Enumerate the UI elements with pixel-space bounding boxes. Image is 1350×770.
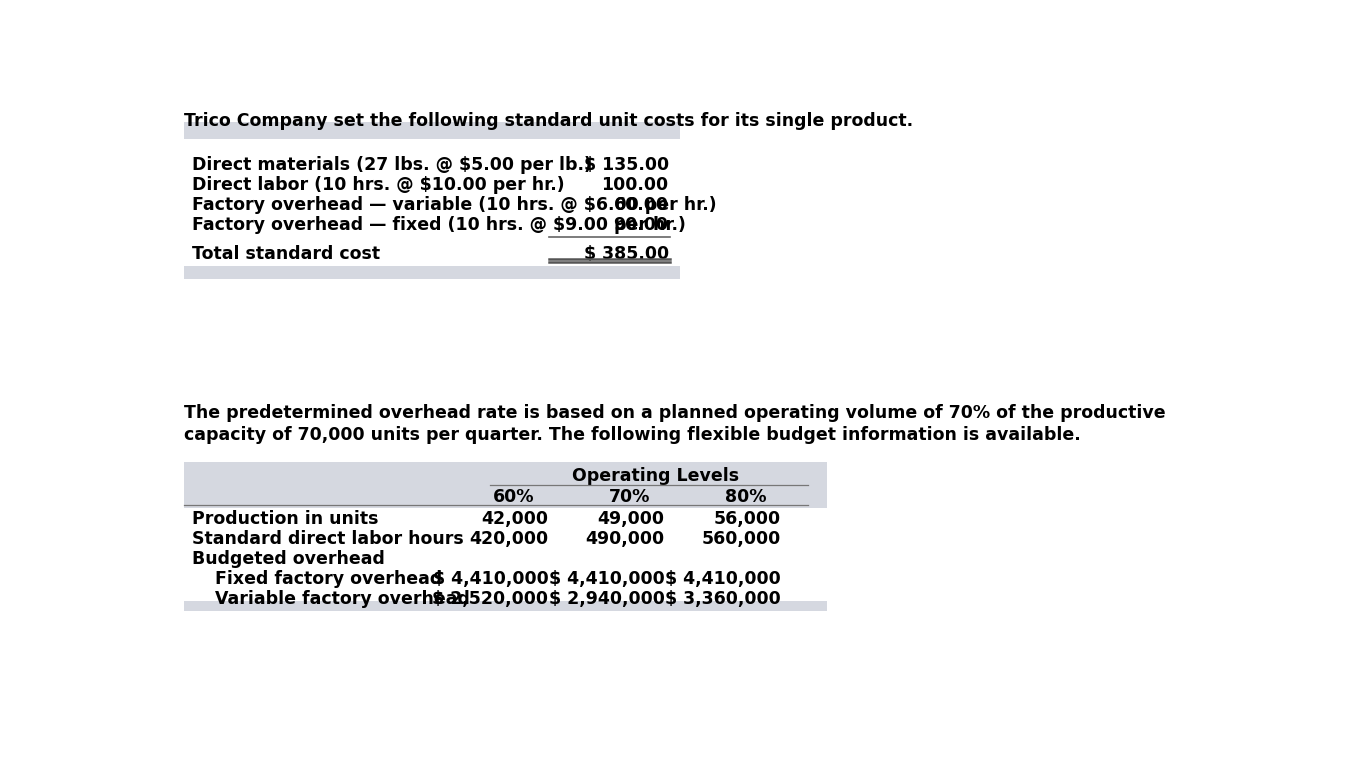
Text: 60.00: 60.00 xyxy=(614,196,668,213)
Text: Direct labor (10 hrs. @ $10.00 per hr.): Direct labor (10 hrs. @ $10.00 per hr.) xyxy=(192,176,564,193)
Text: Fixed factory overhead: Fixed factory overhead xyxy=(215,570,443,588)
Text: Production in units: Production in units xyxy=(192,510,378,527)
Text: 420,000: 420,000 xyxy=(470,530,548,547)
Text: Trico Company set the following standard unit costs for its single product.: Trico Company set the following standard… xyxy=(184,112,914,129)
Text: Factory overhead — variable (10 hrs. @ $6.00 per hr.): Factory overhead — variable (10 hrs. @ $… xyxy=(192,196,717,213)
Text: $ 4,410,000: $ 4,410,000 xyxy=(433,570,548,588)
Text: 560,000: 560,000 xyxy=(702,530,782,547)
Text: 42,000: 42,000 xyxy=(482,510,548,527)
Text: Direct materials (27 lbs. @ $5.00 per lb.): Direct materials (27 lbs. @ $5.00 per lb… xyxy=(192,156,591,173)
Text: Standard direct labor hours: Standard direct labor hours xyxy=(192,530,464,547)
Text: 490,000: 490,000 xyxy=(586,530,664,547)
Text: 90.00: 90.00 xyxy=(614,216,668,233)
Text: $ 4,410,000: $ 4,410,000 xyxy=(549,570,664,588)
Text: $ 2,940,000: $ 2,940,000 xyxy=(549,590,664,608)
Text: 100.00: 100.00 xyxy=(602,176,668,193)
Bar xyxy=(184,122,680,139)
Text: The predetermined overhead rate is based on a planned operating volume of 70% of: The predetermined overhead rate is based… xyxy=(184,404,1166,422)
Bar xyxy=(184,462,828,508)
Text: Variable factory overhead: Variable factory overhead xyxy=(215,590,470,608)
Text: 70%: 70% xyxy=(609,488,651,506)
Text: Total standard cost: Total standard cost xyxy=(192,245,381,263)
Text: Operating Levels: Operating Levels xyxy=(571,467,738,484)
Text: 49,000: 49,000 xyxy=(598,510,664,527)
Bar xyxy=(184,601,828,611)
Text: Factory overhead — fixed (10 hrs. @ $9.00 per hr.): Factory overhead — fixed (10 hrs. @ $9.0… xyxy=(192,216,686,233)
Text: capacity of 70,000 units per quarter. The following flexible budget information : capacity of 70,000 units per quarter. Th… xyxy=(184,426,1081,444)
Text: $ 2,520,000: $ 2,520,000 xyxy=(432,590,548,608)
Text: 80%: 80% xyxy=(725,488,767,506)
Text: Budgeted overhead: Budgeted overhead xyxy=(192,550,385,567)
Bar xyxy=(184,266,680,279)
Text: $ 4,410,000: $ 4,410,000 xyxy=(666,570,782,588)
Text: $ 385.00: $ 385.00 xyxy=(583,245,668,263)
Text: 60%: 60% xyxy=(493,488,535,506)
Text: $ 3,360,000: $ 3,360,000 xyxy=(666,590,782,608)
Text: 56,000: 56,000 xyxy=(714,510,782,527)
Text: $ 135.00: $ 135.00 xyxy=(583,156,668,173)
